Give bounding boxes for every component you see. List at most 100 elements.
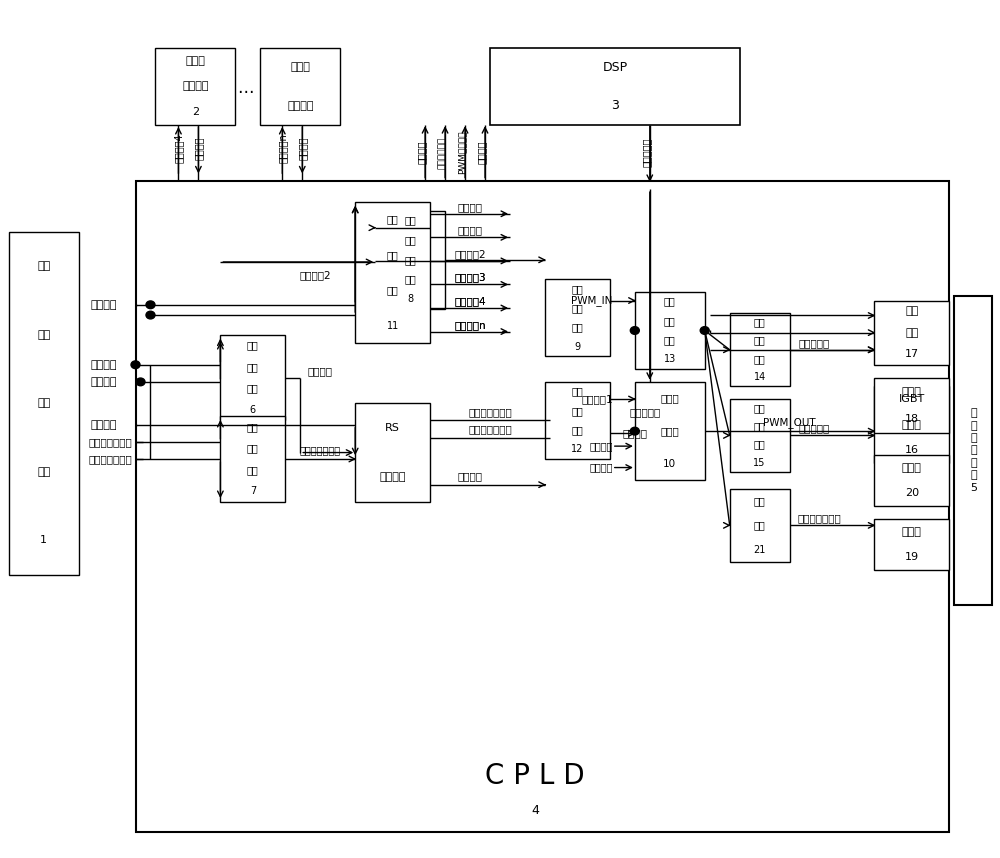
- Text: 一般性故障锁定: 一般性故障锁定: [300, 445, 341, 456]
- Text: 工作灯: 工作灯: [902, 462, 922, 473]
- FancyBboxPatch shape: [730, 313, 790, 386]
- Text: IGBT: IGBT: [899, 394, 925, 404]
- Text: 延时信号3: 延时信号3: [454, 273, 486, 282]
- FancyBboxPatch shape: [375, 210, 445, 309]
- Text: 控制单元: 控制单元: [287, 100, 314, 111]
- FancyBboxPatch shape: [490, 48, 740, 125]
- Text: 延时信号4: 延时信号4: [173, 134, 183, 163]
- Text: 或门: 或门: [754, 439, 766, 450]
- Text: 触发器组: 触发器组: [379, 472, 406, 482]
- Text: 逻辑: 逻辑: [754, 496, 766, 506]
- FancyBboxPatch shape: [260, 48, 340, 125]
- Text: 延时信号1: 延时信号1: [581, 394, 613, 404]
- Text: 10: 10: [663, 459, 676, 469]
- Text: 自定义中断: 自定义中断: [642, 138, 652, 167]
- Text: 11: 11: [387, 321, 399, 330]
- Circle shape: [700, 327, 709, 335]
- Text: 封锁: 封锁: [664, 297, 676, 306]
- Text: 控制单元: 控制单元: [182, 82, 209, 91]
- Text: 限流标志: 限流标志: [458, 471, 483, 481]
- Text: 13: 13: [664, 354, 676, 365]
- Text: 关键性故障标志: 关键性故障标志: [468, 424, 512, 434]
- Text: 数码管显示信号: 数码管显示信号: [798, 514, 841, 523]
- Text: 延时信号n: 延时信号n: [277, 134, 287, 163]
- Text: 与门: 与门: [754, 520, 766, 530]
- Text: 延时信号4: 延时信号4: [454, 296, 486, 306]
- Text: 2: 2: [192, 107, 199, 117]
- Text: 脉冲信号: 脉冲信号: [458, 226, 483, 235]
- Text: 4: 4: [531, 804, 539, 817]
- Text: 第二: 第二: [387, 214, 399, 225]
- FancyBboxPatch shape: [155, 48, 235, 125]
- Text: 开关: 开关: [404, 215, 416, 226]
- Text: 8: 8: [407, 294, 413, 305]
- Text: 工作灯信号: 工作灯信号: [799, 424, 830, 433]
- Text: 置位: 置位: [247, 341, 259, 350]
- Text: 接触器: 接触器: [290, 62, 310, 72]
- Text: 或门: 或门: [754, 353, 766, 364]
- FancyBboxPatch shape: [874, 455, 949, 506]
- Text: 与门: 与门: [247, 384, 259, 393]
- Text: 21: 21: [753, 545, 766, 554]
- Text: 置位信号: 置位信号: [308, 366, 333, 376]
- Text: PWM_IN: PWM_IN: [571, 295, 613, 306]
- Text: 时钟信号: 时钟信号: [90, 299, 117, 310]
- Text: 限流灯闪烁: 限流灯闪烁: [629, 407, 660, 417]
- FancyBboxPatch shape: [874, 519, 949, 571]
- Text: 障灯: 障灯: [905, 328, 919, 338]
- Text: 延时: 延时: [572, 303, 583, 313]
- FancyBboxPatch shape: [136, 180, 949, 831]
- FancyBboxPatch shape: [545, 382, 610, 459]
- Circle shape: [146, 311, 155, 319]
- Text: 20: 20: [905, 488, 919, 498]
- Text: 9: 9: [574, 341, 580, 352]
- Text: 18: 18: [905, 414, 919, 425]
- Text: 15: 15: [753, 457, 766, 468]
- Text: 反馈信号: 反馈信号: [297, 136, 307, 160]
- Circle shape: [131, 361, 140, 369]
- Text: 逻辑: 逻辑: [754, 335, 766, 346]
- Text: 延时信号4: 延时信号4: [454, 296, 486, 306]
- Text: 7: 7: [250, 486, 256, 496]
- Text: 开机信号: 开机信号: [90, 360, 117, 370]
- Text: 延时: 延时: [387, 250, 399, 260]
- Text: 第三: 第三: [754, 403, 766, 413]
- Text: 封锁信号: 封锁信号: [622, 428, 647, 438]
- FancyBboxPatch shape: [635, 382, 705, 480]
- Text: 检测: 检测: [37, 398, 50, 408]
- Text: 逻辑: 逻辑: [387, 286, 399, 295]
- Text: 接触器: 接触器: [185, 56, 205, 66]
- FancyBboxPatch shape: [545, 279, 610, 356]
- FancyBboxPatch shape: [635, 292, 705, 369]
- Text: 掉电信号: 掉电信号: [477, 141, 487, 165]
- Text: …: …: [237, 79, 254, 97]
- Text: 延时信号n: 延时信号n: [454, 320, 486, 329]
- Text: 辑与门: 辑与门: [660, 426, 679, 436]
- Text: 一般性故障信号: 一般性故障信号: [89, 454, 132, 464]
- Text: 分频信号: 分频信号: [458, 202, 483, 212]
- Text: 置位信号: 置位信号: [589, 462, 613, 473]
- FancyBboxPatch shape: [355, 202, 430, 343]
- Text: 逻辑: 逻辑: [664, 316, 676, 326]
- Circle shape: [630, 327, 639, 335]
- Text: 数码管: 数码管: [902, 527, 922, 537]
- Text: 延时信号3: 延时信号3: [454, 273, 486, 282]
- Text: 开关检测信号: 开关检测信号: [438, 136, 447, 169]
- Text: 与门: 与门: [404, 275, 416, 285]
- Circle shape: [146, 301, 155, 309]
- Text: 17: 17: [905, 349, 919, 359]
- Text: 识别: 识别: [247, 444, 259, 453]
- Text: 开机信号: 开机信号: [417, 141, 427, 165]
- Text: 关键性故障信号: 关键性故障信号: [89, 437, 132, 447]
- FancyBboxPatch shape: [9, 232, 79, 575]
- Text: 第一: 第一: [572, 284, 583, 293]
- Text: 延时信号2: 延时信号2: [299, 269, 331, 280]
- Text: 第一: 第一: [572, 386, 583, 396]
- FancyBboxPatch shape: [355, 403, 430, 502]
- FancyBboxPatch shape: [730, 489, 790, 562]
- FancyBboxPatch shape: [874, 378, 949, 433]
- Text: 模块: 模块: [247, 465, 259, 474]
- Text: PWM_OUT: PWM_OUT: [763, 417, 816, 428]
- FancyBboxPatch shape: [220, 416, 285, 502]
- Text: 6: 6: [250, 405, 256, 414]
